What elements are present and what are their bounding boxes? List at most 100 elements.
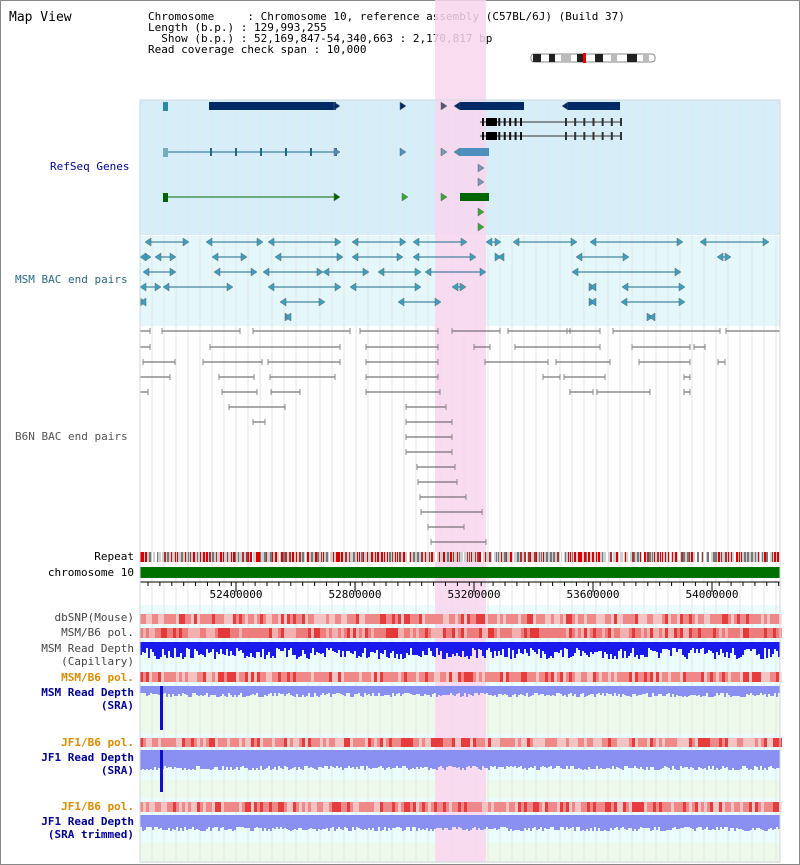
refseq-track-label[interactable]: RefSeq Genes bbox=[50, 160, 130, 173]
depth-bar bbox=[156, 750, 158, 770]
pol-cell bbox=[449, 614, 452, 624]
depth-bar bbox=[364, 750, 366, 770]
repeat-element bbox=[550, 552, 552, 562]
pol-cell bbox=[557, 614, 560, 624]
depth-bar bbox=[684, 815, 686, 827]
pol-cell bbox=[335, 802, 338, 812]
depth-bar bbox=[582, 750, 584, 770]
depth-bar bbox=[342, 815, 344, 830]
pol-cell bbox=[755, 614, 758, 624]
depth-bar bbox=[456, 815, 458, 829]
depth-bar bbox=[418, 750, 420, 769]
depth-bar bbox=[174, 815, 176, 830]
pol-cell bbox=[491, 672, 494, 682]
repeat-element bbox=[762, 552, 763, 562]
depth-bar bbox=[150, 642, 152, 649]
repeat-element bbox=[175, 552, 176, 562]
pol-cell bbox=[305, 614, 308, 624]
depth-bar bbox=[260, 750, 262, 766]
depth-bar bbox=[140, 815, 142, 827]
jf1-depth-trimmed-label[interactable]: JF1 Read Depth (SRA trimmed) bbox=[0, 815, 134, 841]
msm-pol-track-label[interactable]: MSM/B6 pol. bbox=[61, 626, 134, 639]
pol-cell bbox=[653, 738, 656, 747]
depth-bar bbox=[304, 750, 306, 766]
pol-cell bbox=[251, 628, 254, 638]
depth-bar bbox=[456, 642, 458, 653]
depth-bar bbox=[762, 642, 764, 659]
depth-bar bbox=[608, 750, 610, 768]
depth-bar bbox=[444, 815, 446, 828]
depth-bar bbox=[588, 750, 590, 767]
pol-cell bbox=[425, 738, 428, 747]
msm-pol-track-label-2[interactable]: MSM/B6 pol. bbox=[61, 671, 134, 684]
depth-bar bbox=[328, 642, 330, 650]
pol-cell bbox=[557, 738, 560, 747]
pol-cell bbox=[395, 628, 398, 638]
pol-cell bbox=[233, 802, 236, 812]
depth-bar bbox=[722, 750, 724, 766]
pol-cell bbox=[587, 628, 590, 638]
chromosome-ideogram[interactable] bbox=[529, 52, 659, 64]
pol-cell bbox=[482, 672, 485, 682]
jf1-pol-track-label-2[interactable]: JF1/B6 pol. bbox=[61, 800, 134, 813]
depth-bar bbox=[390, 750, 392, 769]
depth-bar bbox=[742, 686, 744, 697]
depth-bar bbox=[544, 686, 546, 696]
pol-cell bbox=[455, 672, 458, 682]
msm-depth-capillary-label[interactable]: MSM Read Depth (Capillary) bbox=[0, 642, 134, 668]
strand-arrow bbox=[412, 237, 420, 247]
pol-cell bbox=[689, 672, 692, 682]
pol-cell bbox=[722, 628, 725, 638]
pol-cell bbox=[365, 802, 368, 812]
pol-cell bbox=[173, 738, 176, 747]
depth-bar bbox=[444, 686, 446, 695]
pol-cell bbox=[194, 802, 197, 812]
dbsnp-track-label[interactable]: dbSNP(Mouse) bbox=[54, 611, 134, 624]
depth-bar bbox=[700, 686, 702, 697]
depth-bar bbox=[546, 686, 548, 695]
exon bbox=[574, 132, 577, 140]
depth-bar bbox=[394, 815, 396, 828]
depth-bar bbox=[472, 750, 474, 766]
depth-bar bbox=[232, 642, 234, 655]
pol-cell bbox=[437, 738, 440, 747]
jf1-depth-sra-label[interactable]: JF1 Read Depth (SRA) bbox=[0, 751, 134, 777]
pol-cell bbox=[257, 672, 260, 682]
repeat-element bbox=[410, 552, 411, 562]
pol-cell bbox=[626, 672, 629, 682]
repeat-element bbox=[367, 552, 368, 562]
depth-bar bbox=[562, 815, 564, 827]
pol-cell bbox=[302, 614, 305, 624]
pol-cell bbox=[755, 628, 758, 638]
pol-cell bbox=[608, 672, 611, 682]
pol-cell bbox=[515, 802, 518, 812]
repeat-track-label[interactable]: Repeat bbox=[94, 550, 134, 563]
depth-bar bbox=[696, 642, 698, 649]
pol-cell bbox=[773, 672, 776, 682]
pol-cell bbox=[206, 672, 209, 682]
msm-bac-track-label[interactable]: MSM BAC end pairs bbox=[15, 273, 128, 286]
b6n-bac-track-label[interactable]: B6N BAC end pairs bbox=[15, 430, 128, 443]
strand-arrow bbox=[226, 282, 234, 292]
pol-cell bbox=[491, 802, 494, 812]
pol-cell bbox=[776, 672, 779, 682]
pol-cell bbox=[293, 738, 296, 747]
pol-cell bbox=[440, 672, 443, 682]
depth-bar bbox=[376, 750, 378, 768]
depth-bar bbox=[420, 750, 422, 767]
depth-bar bbox=[490, 642, 492, 652]
repeat-element bbox=[619, 552, 620, 562]
depth-bar bbox=[220, 750, 222, 770]
jf1-pol-track-label[interactable]: JF1/B6 pol. bbox=[61, 736, 134, 749]
pol-cell bbox=[146, 672, 149, 682]
depth-bar bbox=[500, 642, 502, 655]
depth-bar bbox=[334, 815, 336, 831]
depth-bar bbox=[314, 686, 316, 693]
pol-cell bbox=[362, 628, 365, 638]
depth-bar bbox=[362, 815, 364, 830]
depth-bar bbox=[424, 686, 426, 694]
msm-depth-sra-label[interactable]: MSM Read Depth (SRA) bbox=[0, 686, 134, 712]
pol-cell bbox=[392, 802, 395, 812]
repeat-element bbox=[530, 552, 531, 562]
